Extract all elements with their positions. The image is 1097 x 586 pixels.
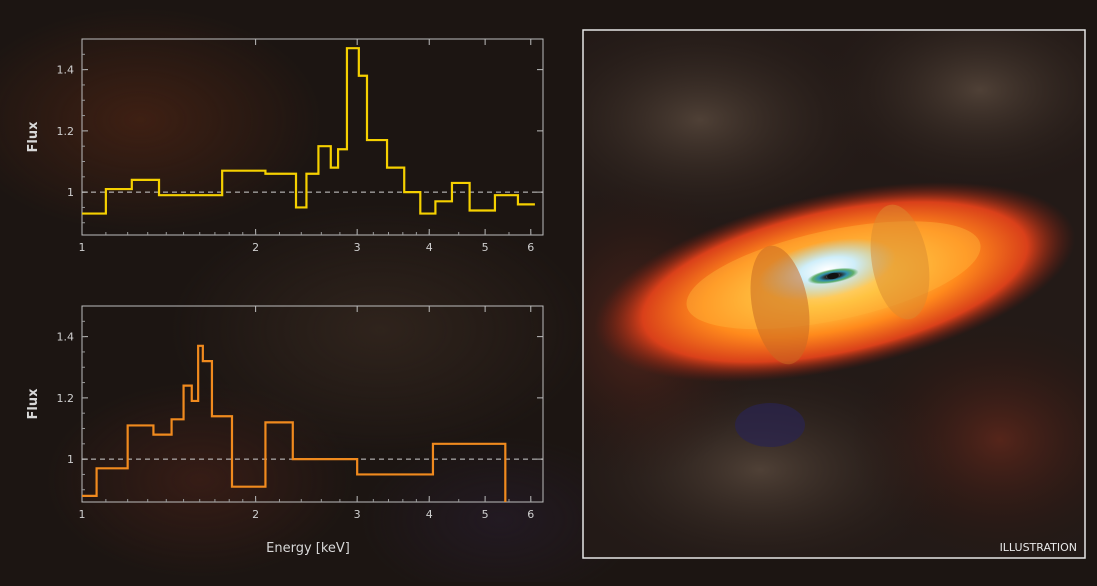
y-tick-label: 1.4 — [57, 64, 75, 77]
series-line — [82, 344, 507, 502]
x-tick-label: 1 — [79, 241, 86, 254]
x-tick-label: 6 — [527, 508, 534, 521]
y-axis-label: Flux — [26, 388, 41, 420]
illustration-panel: ILLUSTRATION — [582, 29, 1086, 559]
illustration-label: ILLUSTRATION — [1000, 541, 1077, 554]
illustration-frame — [582, 29, 1086, 559]
y-tick-label: 1.2 — [57, 125, 75, 138]
jet-cone-left — [750, 245, 810, 365]
illustration-art — [583, 30, 1085, 558]
y-tick-label: 1.4 — [57, 331, 75, 344]
x-tick-label: 5 — [482, 508, 489, 521]
x-ticks: 1 2 3 4 5 6 — [79, 39, 534, 254]
y-tick-label: 1.2 — [57, 392, 75, 405]
top-spectrum-chart: 1 2 3 4 5 6 1 1.2 1.4 Flux — [26, 38, 544, 254]
y-ticks: 1 1.2 1.4 — [57, 53, 543, 224]
x-tick-label: 4 — [426, 508, 433, 521]
series-line — [82, 47, 535, 215]
x-tick-label: 3 — [354, 241, 361, 254]
x-tick-label: 3 — [354, 508, 361, 521]
x-tick-label: 6 — [527, 241, 534, 254]
y-tick-label: 1 — [67, 186, 74, 199]
plot-frame — [81, 305, 544, 503]
x-tick-label: 1 — [79, 508, 86, 521]
plot-frame — [81, 38, 544, 236]
y-ticks: 1 1.2 1.4 — [57, 320, 543, 491]
x-axis-label: Energy [keV] — [266, 541, 350, 556]
x-tick-label: 2 — [252, 508, 259, 521]
y-axis-label: Flux — [26, 121, 41, 153]
x-ticks: 1 2 3 4 5 6 — [79, 306, 534, 521]
x-tick-label: 5 — [482, 241, 489, 254]
jet-cone-right — [870, 204, 930, 320]
y-tick-label: 1 — [67, 453, 74, 466]
bottom-spectrum-chart: 1 2 3 4 5 6 1 1.2 1.4 Flux Energy [keV] — [26, 305, 544, 556]
x-tick-label: 2 — [252, 241, 259, 254]
x-tick-label: 4 — [426, 241, 433, 254]
